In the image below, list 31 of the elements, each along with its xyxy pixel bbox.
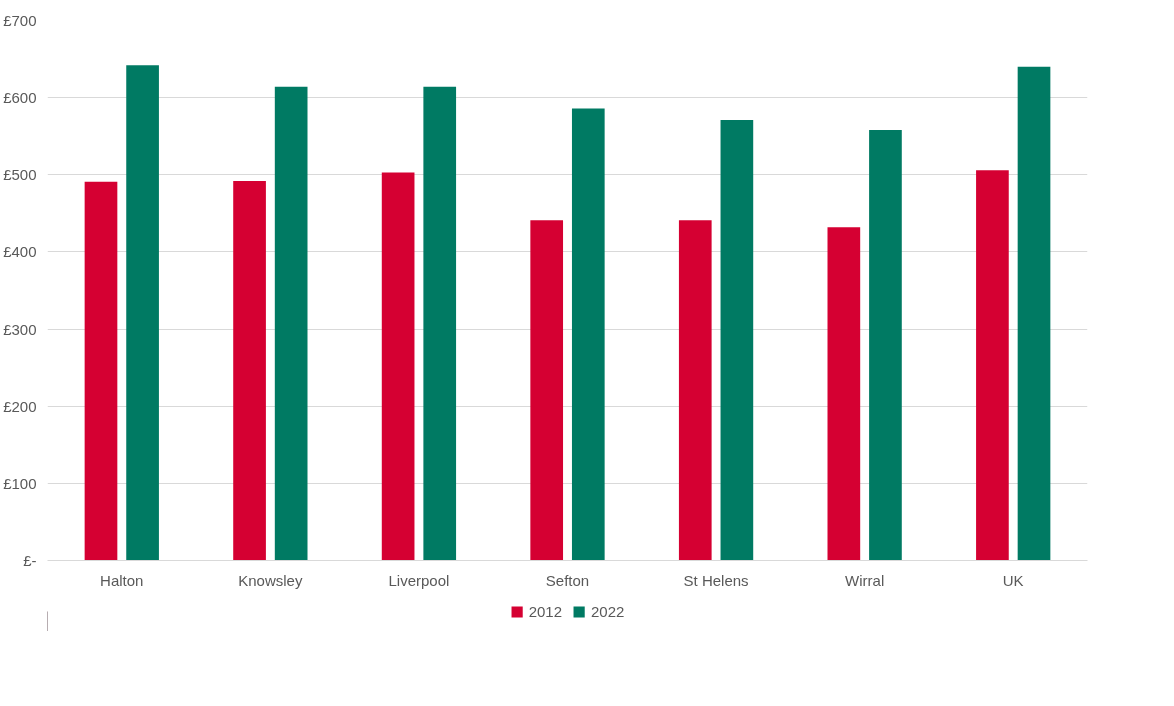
x-tick-label: Knowsley — [238, 571, 303, 589]
bar — [274, 86, 308, 561]
bar — [678, 220, 712, 561]
bar — [827, 227, 861, 561]
bar — [976, 170, 1009, 561]
x-tick-label: Wirral — [845, 571, 885, 589]
bar — [530, 220, 564, 561]
bar — [126, 65, 159, 561]
bar — [233, 180, 266, 561]
x-tick-label: St Helens — [683, 571, 749, 589]
legend-label: 2022 — [591, 602, 625, 620]
bar — [423, 86, 457, 561]
x-tick-label: Liverpool — [388, 571, 450, 589]
y-tick-label: £500 — [3, 166, 37, 184]
legend-label: 2012 — [528, 602, 562, 620]
bar — [571, 108, 605, 561]
y-tick-label: £600 — [3, 89, 37, 107]
y-tick-label: £400 — [3, 243, 37, 261]
y-tick-label: £700 — [3, 12, 37, 29]
y-tick-label: £200 — [3, 397, 37, 415]
bar — [84, 181, 118, 561]
y-tick-label: £- — [23, 552, 37, 569]
y-tick-label: £300 — [3, 320, 37, 338]
x-tick-label: Sefton — [545, 571, 590, 589]
y-tick-label: £100 — [3, 474, 37, 492]
bar — [1017, 66, 1051, 561]
bar — [720, 120, 754, 561]
bar — [869, 130, 902, 561]
bar — [381, 172, 415, 561]
x-tick-label: UK — [1002, 571, 1024, 589]
x-tick-label: Halton — [100, 571, 144, 589]
